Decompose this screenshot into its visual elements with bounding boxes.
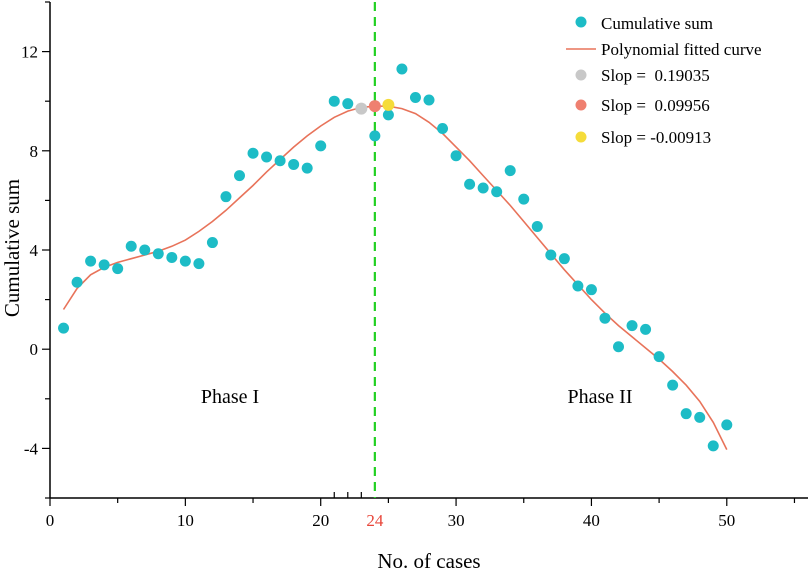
scatter-points (58, 63, 733, 452)
legend-label-slope-3: Slop = -0.00913 (601, 128, 711, 147)
axes: 0 10 20 24 30 40 50 -4 0 4 8 12 (21, 1, 808, 530)
y-ticks: -4 0 4 8 12 (21, 1, 50, 499)
data-point (125, 240, 137, 252)
data-point (450, 150, 462, 162)
data-point (382, 109, 394, 121)
data-point (531, 220, 543, 232)
data-point (437, 122, 449, 134)
data-point (653, 351, 665, 363)
data-point (504, 165, 516, 177)
phase-2-label: Phase II (568, 386, 633, 408)
phase-1-label: Phase I (201, 386, 259, 408)
legend-label-fitted-curve: Polynomial fitted curve (601, 40, 762, 59)
data-point (98, 259, 110, 271)
y-axis-title: Cumulative sum (0, 179, 24, 317)
data-point (274, 155, 286, 167)
x-tick-label-highlight: 24 (366, 511, 384, 530)
data-point (315, 140, 327, 152)
data-point (694, 411, 706, 423)
data-point (707, 440, 719, 452)
data-point (518, 193, 530, 205)
legend-marker-cumulative-sum (575, 16, 587, 28)
data-point (477, 182, 489, 194)
data-point (288, 158, 300, 170)
data-point (680, 408, 692, 420)
data-point (152, 248, 164, 260)
data-point (613, 341, 624, 353)
data-point (220, 191, 232, 203)
x-tick-label: 30 (448, 511, 465, 530)
y-tick-label: 12 (21, 43, 38, 62)
legend: Cumulative sum Polynomial fitted curve S… (566, 14, 762, 147)
data-point (179, 255, 191, 267)
polynomial-fitted-curve (62, 105, 728, 450)
data-point (572, 280, 584, 292)
slope-point-3 (382, 98, 395, 111)
data-point (667, 379, 679, 391)
data-point (409, 91, 421, 103)
legend-label-cumulative-sum: Cumulative sum (601, 14, 713, 33)
data-point (58, 322, 70, 334)
highlight-points (355, 98, 395, 115)
data-point (234, 170, 245, 182)
x-tick-label: 0 (46, 511, 55, 530)
x-tick-label: 50 (718, 511, 735, 530)
x-axis-title: No. of cases (377, 549, 480, 571)
data-point (640, 323, 652, 335)
data-point (599, 312, 611, 324)
data-point (423, 94, 435, 106)
data-point (328, 95, 340, 107)
slope-point-1 (355, 102, 368, 115)
legend-marker-slope-2 (575, 99, 587, 111)
y-tick-label: -4 (24, 439, 39, 458)
slope-point-2 (368, 100, 381, 113)
legend-marker-slope-3 (575, 131, 587, 143)
data-point (342, 98, 354, 110)
data-point (112, 263, 124, 275)
x-tick-label: 10 (177, 511, 194, 530)
data-point (626, 320, 638, 332)
y-tick-label: 8 (30, 142, 39, 161)
data-point (585, 284, 597, 296)
data-point (193, 258, 205, 270)
legend-marker-slope-1 (575, 69, 587, 81)
data-point (85, 255, 97, 267)
data-point (369, 130, 381, 142)
x-tick-label: 40 (583, 511, 600, 530)
data-point (464, 178, 476, 190)
x-ticks: 0 10 20 24 30 40 50 (46, 492, 796, 530)
legend-label-slope-2: Slop = 0.09956 (601, 96, 710, 115)
data-point (247, 147, 259, 159)
data-point (396, 63, 408, 75)
legend-label-slope-1: Slop = 0.19035 (601, 66, 710, 85)
data-point (261, 151, 273, 163)
data-point (139, 244, 151, 256)
y-tick-label: 4 (30, 241, 39, 260)
data-point (545, 249, 557, 261)
data-point (71, 276, 83, 288)
data-point (206, 237, 218, 249)
data-point (166, 251, 178, 263)
data-point (558, 253, 570, 265)
data-point (301, 162, 313, 174)
data-point (491, 186, 503, 198)
y-tick-label: 0 (30, 340, 39, 359)
data-point (721, 419, 733, 431)
x-tick-label: 20 (312, 511, 329, 530)
